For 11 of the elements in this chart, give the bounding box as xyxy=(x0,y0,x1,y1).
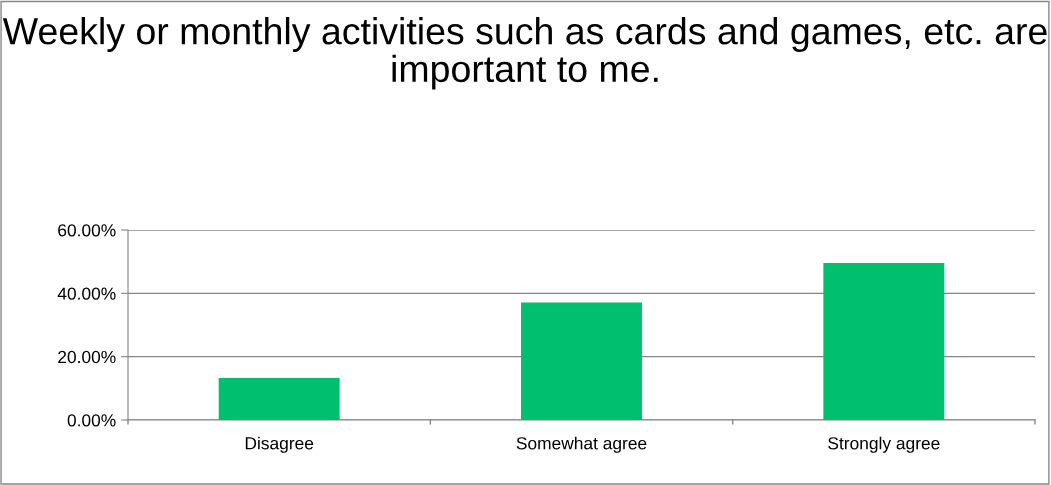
x-tick-label: Somewhat agree xyxy=(516,436,647,453)
bar xyxy=(218,377,340,420)
x-tick-label: Strongly agree xyxy=(828,436,940,453)
y-tick-label: 40.00% xyxy=(57,287,116,300)
bar xyxy=(823,262,945,420)
chart-title: Weekly or monthly activities such as cards and games, etc. are important to me. xyxy=(2,16,1047,90)
bar xyxy=(521,302,642,420)
y-tick-label: 20.00% xyxy=(58,350,116,364)
x-tick-label: Disagree xyxy=(245,436,314,453)
y-tick-label: 0.00% xyxy=(67,414,116,427)
y-tick-label: 60.00% xyxy=(58,224,116,237)
